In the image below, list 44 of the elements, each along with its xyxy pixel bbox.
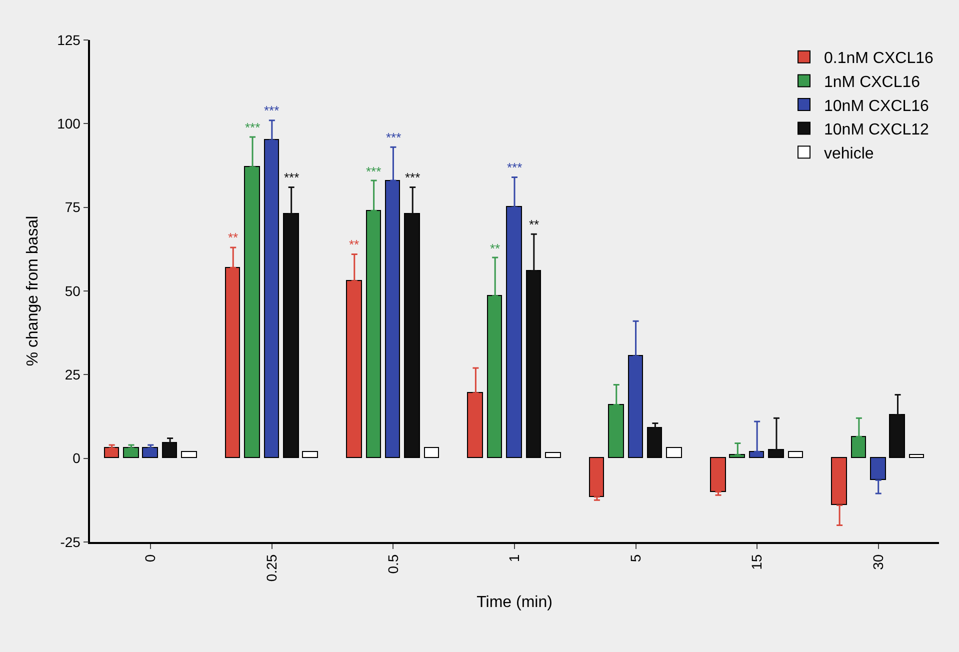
bar <box>589 457 604 497</box>
bar <box>104 447 119 458</box>
y-tick-label: 75 <box>64 199 81 216</box>
data-label: *** <box>386 130 402 145</box>
data-label: *** <box>366 164 382 179</box>
bar <box>142 447 158 458</box>
data-label: *** <box>284 170 300 185</box>
x-tick-label: 0.25 <box>263 554 280 582</box>
legend-label: 10nM CXCL12 <box>824 122 930 139</box>
legend-label: 10nM CXCL16 <box>824 98 930 115</box>
bar <box>710 457 726 492</box>
legend-label: vehicle <box>824 145 874 162</box>
y-tick-label: 125 <box>57 32 81 48</box>
data-label: *** <box>245 120 260 135</box>
y-tick-label: 50 <box>64 282 81 299</box>
legend-label: 0.1nM CXCL16 <box>824 50 934 68</box>
x-tick-label: 0 <box>142 554 158 562</box>
legend-label: 1nM CXCL16 <box>824 74 920 91</box>
x-tick-label: 0.5 <box>384 554 401 574</box>
y-tick-label: -25 <box>60 534 81 550</box>
bar <box>123 447 139 458</box>
x-tick-label: 5 <box>627 554 644 562</box>
data-label: *** <box>507 160 522 175</box>
data-label: ** <box>228 230 238 245</box>
y-axis-title: % change from basal <box>24 216 42 366</box>
data-label: ** <box>349 237 360 252</box>
y-tick-label: 100 <box>57 116 81 132</box>
bar <box>666 447 682 458</box>
x-tick-label: 30 <box>870 554 886 570</box>
bar <box>788 451 803 458</box>
x-tick-label: 1 <box>506 554 522 562</box>
bar <box>545 452 561 458</box>
bar <box>909 454 924 458</box>
data-label: ** <box>529 217 540 232</box>
y-tick-label: 25 <box>64 366 81 383</box>
x-axis-title: Time (min) <box>476 594 552 611</box>
x-tick-label: 15 <box>748 554 765 570</box>
bar <box>302 451 318 458</box>
y-tick-label: 0 <box>72 450 81 466</box>
bar <box>181 451 197 458</box>
data-label: ** <box>490 241 500 256</box>
data-label: *** <box>405 170 420 185</box>
bar <box>424 447 439 458</box>
data-label: *** <box>264 103 280 118</box>
